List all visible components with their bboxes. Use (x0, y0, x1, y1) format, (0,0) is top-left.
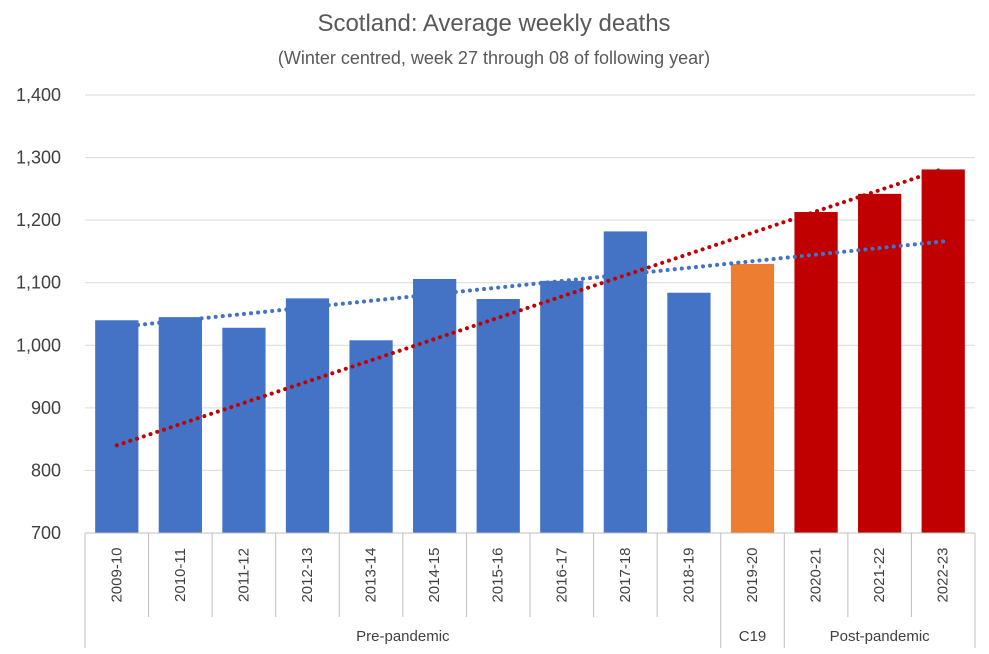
y-tick-label: 900 (31, 398, 61, 418)
bar-2021-22 (858, 193, 902, 533)
y-axis: 700 800 900 1,000 1,100 1,200 1,300 1,400 (16, 85, 61, 543)
bar-2014-15 (413, 278, 457, 533)
gridlines (85, 94, 975, 471)
x-tick-label: 2020-21 (808, 547, 825, 602)
bar-2016-17 (540, 280, 584, 533)
bar-2020-21 (794, 212, 838, 533)
bar-2012-13 (285, 298, 330, 533)
bar-2018-19 (667, 292, 711, 533)
x-tick-label: 2009-10 (108, 547, 125, 602)
bar-2010-11 (158, 317, 202, 533)
y-tick-label: 1,400 (16, 85, 61, 105)
x-tick-label: 2011-12 (235, 548, 252, 602)
x-tick-label: 2014-15 (426, 547, 443, 602)
x-tick-label: 2021-22 (871, 547, 888, 602)
x-axis: 2009-10 2010-11 2011-12 2012-13 2013-14 2014-… (84, 532, 976, 648)
y-tick-label: 1,000 (16, 335, 61, 355)
y-tick-label: 800 (31, 460, 61, 480)
bar-2022-23 (921, 169, 965, 533)
group-label: Post-pandemic (830, 628, 931, 645)
x-tick-label: 2016-17 (553, 547, 570, 602)
x-tick-label: 2013-14 (363, 547, 380, 602)
bar-2017-18 (603, 231, 647, 534)
x-tick-label: 2018-19 (680, 547, 697, 602)
group-label: C19 (739, 628, 767, 645)
x-tick-label: 2017-18 (617, 547, 634, 602)
group-label: Pre-pandemic (356, 628, 450, 645)
x-tick-label: 2012-13 (299, 547, 316, 602)
chart-subtitle: (Winter centred, week 27 through 08 of f… (278, 48, 710, 68)
bar-2011-12 (222, 327, 266, 533)
bars (95, 169, 965, 534)
bar-2009-10 (95, 320, 139, 533)
bar-2015-16 (476, 298, 520, 533)
bar-2013-14 (349, 340, 393, 533)
x-tick-label: 2022-23 (935, 547, 952, 602)
bar-2019-20 (730, 263, 775, 533)
x-tick-label: 2010-11 (172, 548, 189, 602)
y-tick-label: 700 (31, 523, 61, 543)
x-tick-label: 2015-16 (490, 547, 507, 602)
trend-recent (114, 166, 946, 448)
y-tick-label: 1,200 (16, 210, 61, 230)
y-tick-label: 1,300 (16, 148, 61, 168)
trendlines (114, 166, 946, 448)
y-tick-label: 1,100 (16, 273, 61, 293)
x-tick-label: 2019-20 (744, 547, 761, 602)
chart-title: Scotland: Average weekly deaths (317, 10, 670, 37)
